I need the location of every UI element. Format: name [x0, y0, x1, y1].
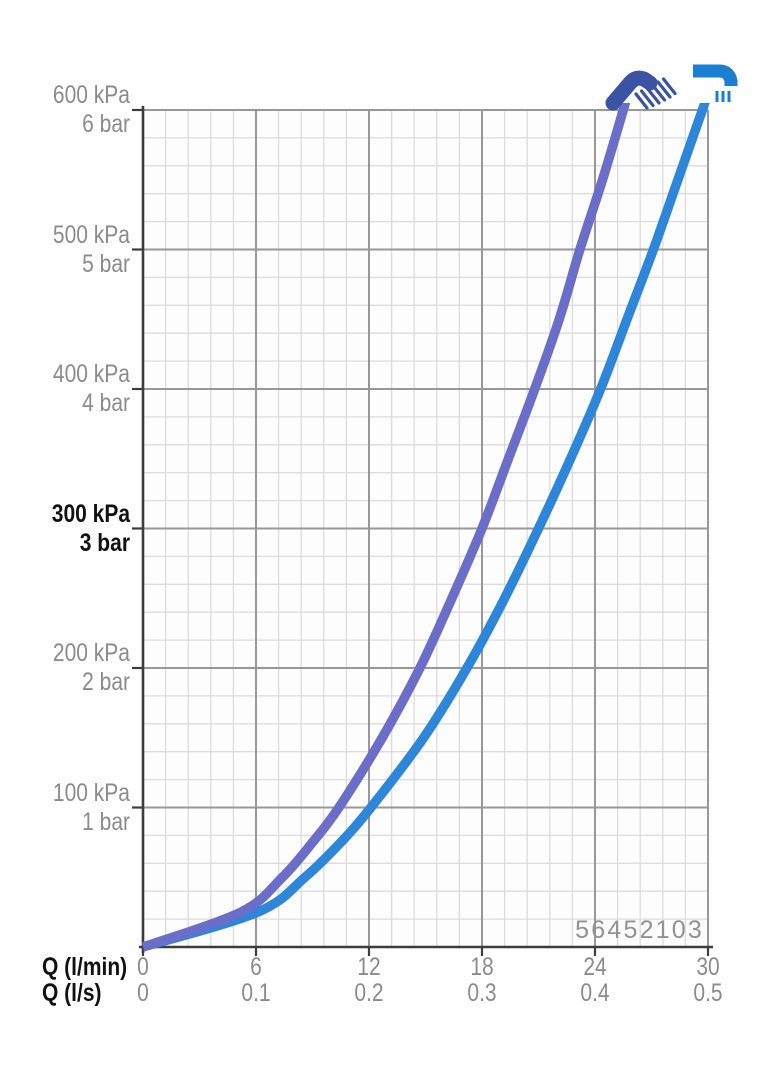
spout-icon — [688, 58, 742, 111]
spout-pipe — [693, 64, 738, 88]
product-number: 56452103 — [575, 916, 704, 944]
hand-shower-head — [605, 70, 658, 111]
x-tick-label: 0 — [137, 953, 149, 981]
x-tick-label: 24 — [583, 953, 607, 981]
x-tick-label: 6 — [250, 953, 262, 981]
y-label-kpa: 100 kPa — [52, 778, 130, 807]
y-label-bar: 1 bar — [82, 807, 130, 836]
x-tick-label: 12 — [357, 953, 381, 981]
y-label-kpa: 200 kPa — [52, 639, 130, 667]
y-label-kpa: 300 kPa — [51, 499, 130, 528]
x-tick-label: 0.1 — [241, 979, 271, 1007]
x-axis-unit-label: Q (l/min) — [42, 953, 128, 981]
curve-spout — [141, 103, 710, 952]
spray-lines — [634, 77, 677, 110]
y-label-bar: 4 bar — [82, 389, 130, 417]
x-tick-label: 0.3 — [467, 979, 497, 1007]
y-label-bar: 5 bar — [82, 249, 130, 278]
y-label-kpa: 600 kPa — [52, 81, 130, 109]
x-tick-label: 0.4 — [580, 979, 610, 1007]
x-tick-label: 0.2 — [354, 979, 384, 1007]
y-label-kpa: 400 kPa — [52, 360, 130, 388]
hand-shower-icon — [605, 61, 677, 120]
x-tick-label: 0.5 — [693, 979, 723, 1007]
y-label-kpa: 500 kPa — [52, 220, 130, 249]
x-tick-label: 30 — [696, 953, 720, 981]
y-label-bar: 3 bar — [79, 528, 130, 557]
x-axis-unit-label: Q (l/s) — [42, 979, 102, 1007]
y-label-bar: 2 bar — [82, 668, 130, 696]
y-label-bar: 6 bar — [82, 110, 130, 138]
x-tick-label: 18 — [470, 953, 494, 981]
curve-hand-shower — [141, 103, 631, 952]
x-tick-label: 0 — [137, 979, 149, 1007]
water-lines — [715, 91, 731, 102]
